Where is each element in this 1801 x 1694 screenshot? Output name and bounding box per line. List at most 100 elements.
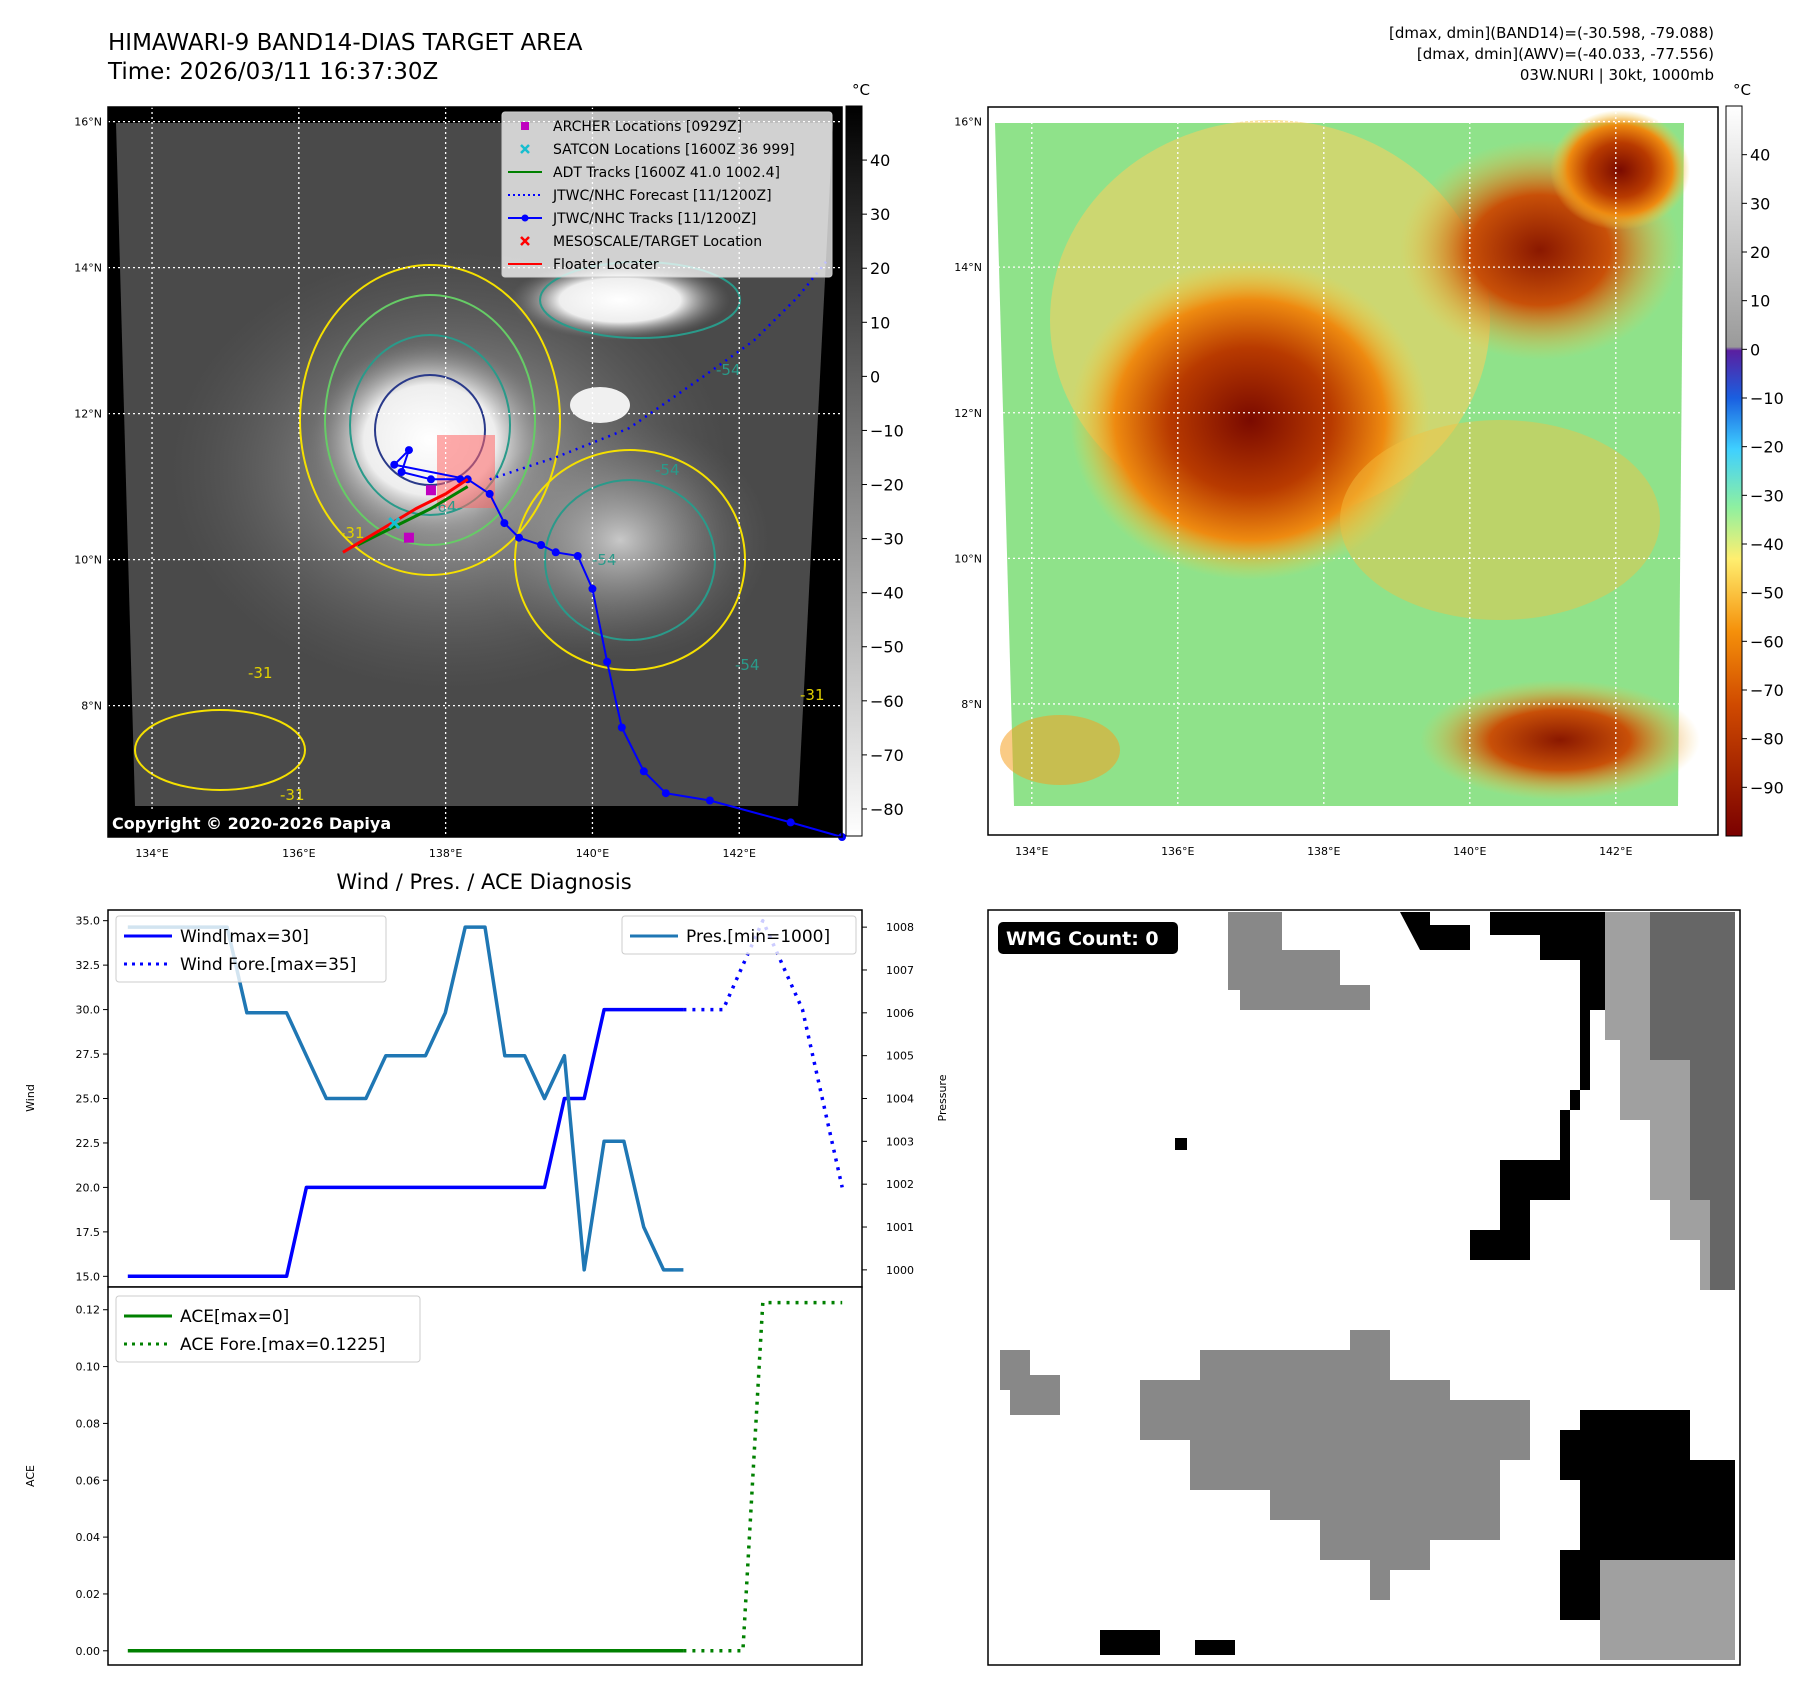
ir-lon-tick-label: 134°E <box>135 847 168 860</box>
diagnosis-title: Wind / Pres. / ACE Diagnosis <box>336 870 631 894</box>
wv-lat-tick-label: 12°N <box>954 407 982 420</box>
wv-map-panel: 134°E 136°E 138°E 140°E 142°E 16°N 14°N 12°N 10°… <box>954 106 1719 858</box>
ytick-right-label: 1003 <box>886 1135 914 1148</box>
colorbar-tick-label: −90 <box>1750 778 1784 797</box>
ytick-label: 0.06 <box>76 1474 101 1487</box>
colorbar-tick-label: 10 <box>870 313 890 332</box>
archer-location-marker <box>403 532 414 543</box>
ytick-label: 27.5 <box>76 1048 101 1061</box>
wind-legend-box <box>115 915 387 983</box>
figure-title: HIMAWARI-9 BAND14-DIAS TARGET AREA <box>108 30 583 56</box>
wmg-black-n <box>1400 912 1470 950</box>
wv-lat-tick-label: 10°N <box>954 552 982 565</box>
ir-lat-tick-label: 16°N <box>74 116 102 129</box>
ytick-label: 25.0 <box>76 1093 101 1106</box>
ir-legend-label: ADT Tracks [1600Z 41.0 1002.4] <box>553 165 780 181</box>
ir-legend-box <box>501 111 833 278</box>
ir-contour-label: -64 <box>432 498 457 516</box>
ytick-right-label: 1006 <box>886 1007 914 1020</box>
ytick-label: 20.0 <box>76 1181 101 1194</box>
ytick-right-label: 1005 <box>886 1050 914 1063</box>
ytick-label: 15.0 <box>76 1270 101 1283</box>
wmg-black-s <box>1195 1640 1235 1655</box>
ir-legend-marker <box>520 236 530 246</box>
ytick-right-label: 1004 <box>886 1093 914 1106</box>
wmg-region-s <box>1140 1330 1530 1600</box>
colorbar-tick-label: −40 <box>870 584 904 603</box>
wmg-black-e <box>1470 912 1610 1260</box>
ir-colorbar-unit: °C <box>852 81 870 99</box>
ytick-label: 32.5 <box>76 959 101 972</box>
jtwc-track-point <box>573 551 582 560</box>
pressure-legend-box <box>621 915 857 955</box>
wv-lat-tick-label: 8°N <box>961 698 982 711</box>
jtwc-track-point <box>661 789 670 798</box>
wv-lon-tick-label: 138°E <box>1307 845 1340 858</box>
pressure-ylabel: Pressure <box>936 1074 949 1121</box>
storm-summary: 03W.NURI | 30kt, 1000mb <box>1520 66 1714 84</box>
colorbar-tick-label: 0 <box>870 367 880 386</box>
ytick-label: 0.04 <box>76 1531 101 1544</box>
jtwc-track-point <box>705 796 714 805</box>
copyright-bg <box>108 810 428 836</box>
ir-contour-label: -31 <box>340 524 365 542</box>
wv-lon-tick-label: 134°E <box>1015 845 1048 858</box>
ir-contour-label: -31 <box>800 686 825 704</box>
ir-map-frame <box>107 106 843 838</box>
archer-location-marker <box>425 485 436 496</box>
jtwc-track-point <box>397 468 406 476</box>
adt-track-line <box>356 485 469 547</box>
wind-legend: Wind[max=30] Wind Fore.[max=35] <box>115 915 387 983</box>
wmg-label-bg <box>998 922 1178 954</box>
ir-colorbar: °C 40 30 20 10 0 −10 −20 −30 −40 −50 −60 −70 −80 <box>845 81 904 837</box>
colorbar-tick-label: −50 <box>870 638 904 657</box>
ir-lat-tick-label: 12°N <box>74 408 102 421</box>
colorbar-tick-label: 20 <box>870 259 890 278</box>
ir-cloud-north <box>510 260 730 340</box>
jtwc-track-point <box>551 548 560 557</box>
jtwc-track-point <box>404 446 413 455</box>
colorbar-tick-label: 30 <box>870 205 890 224</box>
colorbar-tick-label: −10 <box>870 421 904 440</box>
colorbar-tick-label: −80 <box>1750 730 1784 749</box>
colorbar-tick-label: 10 <box>1750 292 1770 311</box>
ace-legend-box <box>115 1295 421 1363</box>
wv-lon-tick-label: 136°E <box>1161 845 1194 858</box>
ytick-right-label: 1007 <box>886 964 914 977</box>
target-box <box>437 435 495 508</box>
wmg-region-n <box>1228 912 1370 1010</box>
colorbar-tick-label: −30 <box>1750 486 1784 505</box>
ir-lat-tick-label: 10°N <box>74 554 102 567</box>
jtwc-track-point <box>537 541 546 549</box>
ir-legend-marker <box>520 144 530 154</box>
ir-contour-label: -54 <box>716 361 741 379</box>
wind-legend-label: Wind[max=30] <box>180 927 309 947</box>
ytick-label: 22.5 <box>76 1137 101 1150</box>
wv-lon-tick-label: 140°E <box>1453 845 1486 858</box>
ytick-right-label: 1008 <box>886 921 914 934</box>
wv-colorbar-bar <box>1725 105 1743 837</box>
floater-track-line <box>342 478 469 554</box>
ir-contour-inner <box>349 334 511 516</box>
pressure-legend-label: Pres.[min=1000] <box>686 927 830 947</box>
wmg-gray-se <box>1600 1560 1735 1660</box>
ir-legend-marker <box>521 122 529 130</box>
wv-lat-tick-label: 14°N <box>954 261 982 274</box>
colorbar-tick-label: −80 <box>870 800 904 819</box>
wv-map-frame <box>987 106 1719 836</box>
ytick-label: 0.00 <box>76 1645 101 1658</box>
jtwc-track-point <box>515 533 524 542</box>
wv-lon-tick-label: 142°E <box>1599 845 1632 858</box>
jtwc-track-point <box>390 460 399 469</box>
ir-lon-tick-label: 138°E <box>429 847 462 860</box>
satcon-location-marker <box>388 517 401 530</box>
colorbar-tick-label: 40 <box>1750 146 1770 165</box>
ytick-right-label: 1002 <box>886 1178 914 1191</box>
ace-ylabel: ACE <box>24 1465 37 1487</box>
colorbar-tick-label: −40 <box>1750 535 1784 554</box>
wmg-frame <box>987 909 1741 1666</box>
ir-legend-label: SATCON Locations [1600Z 36 999] <box>553 142 795 158</box>
pressure-legend: Pres.[min=1000] <box>621 915 857 955</box>
wind-pressure-chart: Wind / Pres. / ACE Diagnosis 35.0 32.5 30.… <box>24 870 949 1288</box>
